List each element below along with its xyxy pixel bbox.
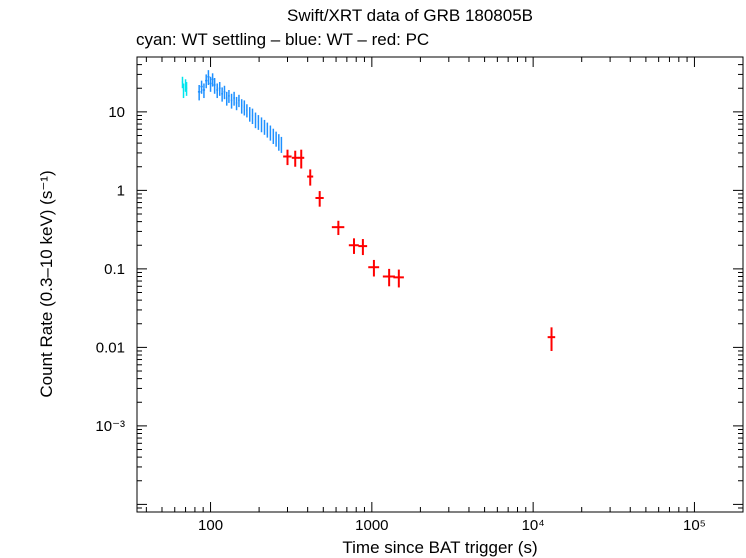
- data-point: [263, 119, 266, 135]
- data-point: [382, 268, 395, 287]
- data-point: [257, 115, 260, 130]
- chart-title: Swift/XRT data of GRB 180805B: [287, 6, 534, 25]
- x-axis-label: Time since BAT trigger (s): [342, 538, 537, 557]
- data-point: [358, 239, 368, 256]
- data-point: [307, 169, 314, 186]
- data-point: [197, 84, 201, 101]
- data-point: [278, 134, 280, 151]
- y-axis-label: Count Rate (0.3–10 keV) (s⁻¹): [37, 170, 56, 397]
- data-point: [228, 89, 230, 103]
- data-point: [235, 96, 238, 111]
- data-point: [209, 76, 212, 92]
- chart-subtitle: cyan: WT settling – blue: WT – red: PC: [136, 30, 430, 49]
- data-point: [298, 149, 305, 169]
- data-point: [254, 112, 257, 129]
- data-point: [211, 73, 214, 87]
- x-tick-label: 100: [198, 517, 223, 534]
- data-point: [266, 122, 269, 138]
- x-tick-label: 10⁴: [522, 517, 545, 534]
- data-point: [181, 76, 184, 89]
- data-point: [331, 220, 345, 236]
- x-tick-label: 1000: [355, 517, 388, 534]
- data-point: [221, 87, 224, 102]
- data-point: [291, 150, 299, 167]
- data-point: [230, 93, 233, 109]
- data-point: [246, 104, 248, 118]
- y-tick-label: 0.01: [96, 339, 125, 356]
- data-point: [243, 100, 246, 116]
- series-wt: [197, 70, 283, 153]
- series-wt-settling: [181, 76, 188, 99]
- data-point: [283, 149, 292, 166]
- data-point: [393, 269, 404, 288]
- x-tick-label: 10⁵: [683, 517, 706, 534]
- data-point: [182, 83, 185, 99]
- y-tick-label: 10⁻³: [95, 418, 125, 435]
- data-point: [216, 83, 219, 99]
- data-point: [547, 327, 556, 351]
- data-point: [368, 259, 380, 277]
- data-point: [269, 125, 272, 141]
- series-pc: [283, 149, 556, 351]
- data-point: [223, 85, 226, 100]
- data-point: [238, 94, 240, 108]
- data-point: [213, 78, 216, 94]
- y-tick-label: 10: [108, 104, 125, 121]
- data-point: [260, 117, 263, 133]
- data-point: [233, 91, 235, 106]
- data-point: [248, 107, 251, 122]
- data-point: [240, 99, 243, 114]
- data-point: [202, 83, 206, 99]
- data-point: [348, 238, 359, 254]
- data-point: [272, 128, 275, 144]
- data-point: [275, 131, 277, 147]
- data-point: [218, 82, 221, 96]
- data-point: [185, 82, 188, 96]
- data-point: [205, 74, 208, 89]
- data-point: [207, 70, 210, 85]
- axis-tick-labels: 100 1000 10⁴ 10⁵ 10 1 0.1 0.01 10⁻³: [95, 104, 706, 534]
- y-tick-label: 0.1: [104, 261, 125, 278]
- data-point: [225, 91, 228, 106]
- data-point: [280, 136, 283, 153]
- y-tick-label: 1: [117, 182, 125, 199]
- data-point: [200, 80, 203, 94]
- axis-ticks: [137, 56, 744, 513]
- data-points: [181, 70, 556, 351]
- plot-frame: [136, 56, 744, 513]
- data-point: [251, 108, 254, 125]
- data-point: [315, 191, 324, 207]
